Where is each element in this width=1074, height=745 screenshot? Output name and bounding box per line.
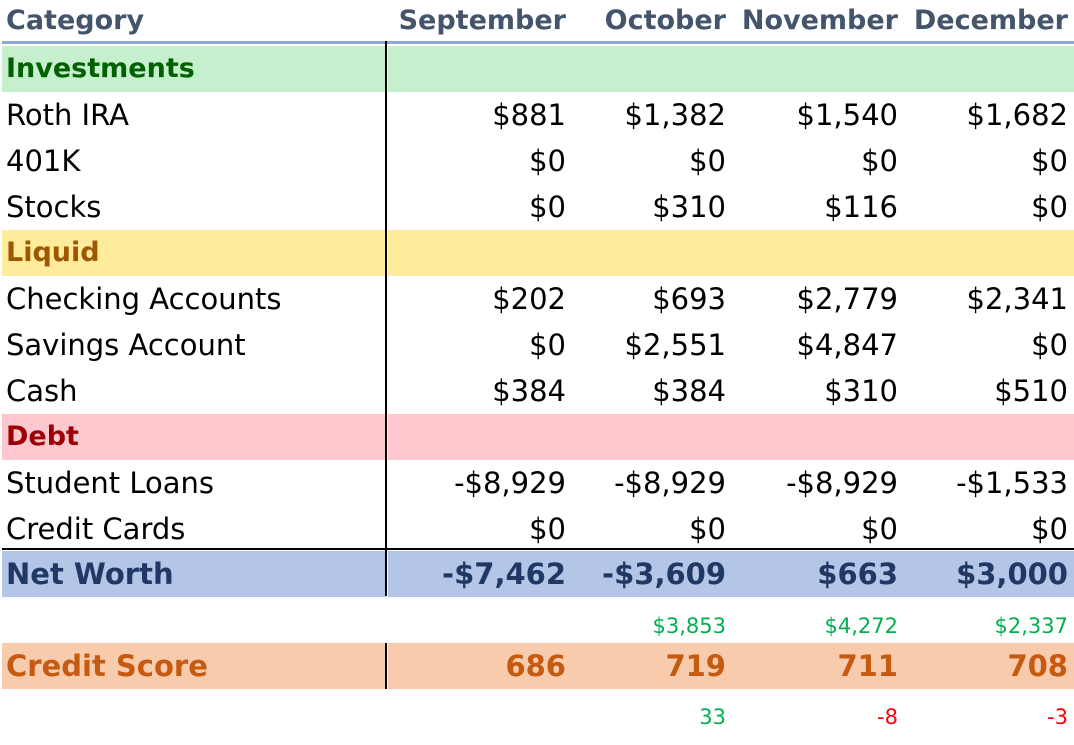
section-fill <box>2 230 386 276</box>
section-debt: Debt <box>0 414 1074 460</box>
net-worth-value[interactable]: -$7,462 <box>442 557 566 591</box>
value-cell[interactable]: -$1,533 <box>956 466 1068 500</box>
credit-score-value[interactable]: 686 <box>505 649 566 683</box>
credit-score-fill <box>388 643 1074 689</box>
value-cell[interactable]: $4,847 <box>796 328 898 362</box>
header-november[interactable]: November <box>741 5 898 36</box>
credit-score-label[interactable]: Credit Score <box>6 649 208 683</box>
value-cell[interactable]: $2,551 <box>624 328 726 362</box>
section-fill <box>388 230 1074 276</box>
value-cell[interactable]: $0 <box>861 144 898 178</box>
value-cell[interactable]: $384 <box>652 374 726 408</box>
net-worth-top-border <box>2 548 1074 550</box>
value-cell[interactable]: $0 <box>689 512 726 546</box>
row-label[interactable]: 401K <box>6 144 81 178</box>
value-cell[interactable]: $1,540 <box>796 98 898 132</box>
value-cell[interactable]: $0 <box>689 144 726 178</box>
section-liquid: Liquid <box>0 230 1074 276</box>
credit-score-value[interactable]: 711 <box>837 649 898 683</box>
row-label[interactable]: Savings Account <box>6 328 246 362</box>
value-cell[interactable]: $0 <box>1031 512 1068 546</box>
section-fill <box>2 414 386 460</box>
net-worth-label[interactable]: Net Worth <box>6 557 174 591</box>
value-cell[interactable]: $0 <box>529 512 566 546</box>
value-cell[interactable]: $693 <box>652 282 726 316</box>
net-worth-change[interactable]: $2,337 <box>994 614 1068 638</box>
table-row-checking-accounts: Checking Accounts $202 $693 $2,779 $2,34… <box>0 276 1074 322</box>
header-row: Category September October November Dece… <box>0 0 1074 42</box>
value-cell[interactable]: $0 <box>861 512 898 546</box>
value-cell[interactable]: $0 <box>529 144 566 178</box>
value-cell[interactable]: $0 <box>1031 144 1068 178</box>
row-label[interactable]: Checking Accounts <box>6 282 282 316</box>
value-cell[interactable]: $2,779 <box>796 282 898 316</box>
row-label[interactable]: Cash <box>6 374 78 408</box>
header-september[interactable]: September <box>398 5 566 36</box>
row-label[interactable]: Student Loans <box>6 466 215 500</box>
section-label-liquid[interactable]: Liquid <box>6 237 100 268</box>
table-row-savings-account: Savings Account $0 $2,551 $4,847 $0 <box>0 322 1074 368</box>
net-worth-fill <box>388 551 1074 597</box>
credit-score-fill <box>2 643 386 689</box>
row-label[interactable]: Credit Cards <box>6 512 186 546</box>
value-cell[interactable]: $310 <box>824 374 898 408</box>
value-cell[interactable]: -$8,929 <box>454 466 566 500</box>
value-cell[interactable]: $1,682 <box>966 98 1068 132</box>
credit-score-change[interactable]: -8 <box>877 705 898 729</box>
credit-score-change-row: 33 -8 -3 <box>0 702 1074 732</box>
credit-score-row: Credit Score 686 719 711 708 <box>0 643 1074 689</box>
row-label[interactable]: Roth IRA <box>6 98 129 132</box>
column-divider <box>385 643 387 689</box>
credit-score-change[interactable]: -3 <box>1047 705 1068 729</box>
value-cell[interactable]: $0 <box>1031 328 1068 362</box>
value-cell[interactable]: -$8,929 <box>614 466 726 500</box>
value-cell[interactable]: $2,341 <box>966 282 1068 316</box>
table-row-cash: Cash $384 $384 $310 $510 <box>0 368 1074 414</box>
net-worth-change[interactable]: $4,272 <box>824 614 898 638</box>
section-fill <box>388 46 1074 92</box>
value-cell[interactable]: $0 <box>529 190 566 224</box>
value-cell[interactable]: $0 <box>1031 190 1068 224</box>
net-worth-fill <box>2 551 386 597</box>
value-cell[interactable]: $310 <box>652 190 726 224</box>
net-worth-row: Net Worth -$7,462 -$3,609 $663 $3,000 <box>0 551 1074 597</box>
net-worth-change[interactable]: $3,853 <box>652 614 726 638</box>
net-worth-value[interactable]: $3,000 <box>956 557 1068 591</box>
credit-score-value[interactable]: 708 <box>1007 649 1068 683</box>
section-label-investments[interactable]: Investments <box>6 53 195 84</box>
section-fill <box>388 414 1074 460</box>
table-row-roth-ira: Roth IRA $881 $1,382 $1,540 $1,682 <box>0 92 1074 138</box>
row-label[interactable]: Stocks <box>6 190 102 224</box>
header-category[interactable]: Category <box>6 5 145 36</box>
section-fill <box>2 46 386 92</box>
section-investments: Investments <box>0 46 1074 92</box>
header-october[interactable]: October <box>604 5 726 36</box>
table-row-401k: 401K $0 $0 $0 $0 <box>0 138 1074 184</box>
table-row-stocks: Stocks $0 $310 $116 $0 <box>0 184 1074 230</box>
table-row-credit-cards: Credit Cards $0 $0 $0 $0 <box>0 506 1074 552</box>
value-cell[interactable]: -$8,929 <box>786 466 898 500</box>
value-cell[interactable]: $881 <box>492 98 566 132</box>
section-label-debt[interactable]: Debt <box>6 421 79 452</box>
net-worth-change-row: $3,853 $4,272 $2,337 <box>0 611 1074 641</box>
header-december[interactable]: December <box>913 5 1068 36</box>
credit-score-change[interactable]: 33 <box>699 705 726 729</box>
value-cell[interactable]: $1,382 <box>624 98 726 132</box>
value-cell[interactable]: $510 <box>994 374 1068 408</box>
value-cell[interactable]: $0 <box>529 328 566 362</box>
net-worth-value[interactable]: -$3,609 <box>602 557 726 591</box>
header-border <box>2 41 1074 44</box>
value-cell[interactable]: $202 <box>492 282 566 316</box>
credit-score-value[interactable]: 719 <box>665 649 726 683</box>
net-worth-value[interactable]: $663 <box>817 557 898 591</box>
value-cell[interactable]: $384 <box>492 374 566 408</box>
table-row-student-loans: Student Loans -$8,929 -$8,929 -$8,929 -$… <box>0 460 1074 506</box>
column-divider <box>385 41 387 596</box>
value-cell[interactable]: $116 <box>824 190 898 224</box>
